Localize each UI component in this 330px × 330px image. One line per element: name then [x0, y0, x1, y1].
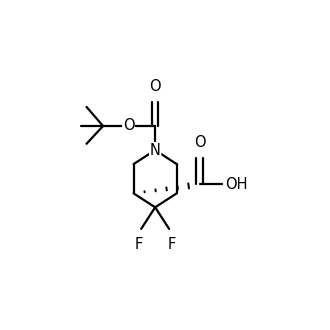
Text: OH: OH	[225, 177, 248, 192]
Text: F: F	[135, 237, 143, 251]
Text: O: O	[149, 79, 161, 94]
Text: O: O	[194, 135, 206, 150]
Text: N: N	[150, 143, 161, 158]
Text: F: F	[168, 237, 176, 251]
Text: O: O	[123, 118, 134, 134]
